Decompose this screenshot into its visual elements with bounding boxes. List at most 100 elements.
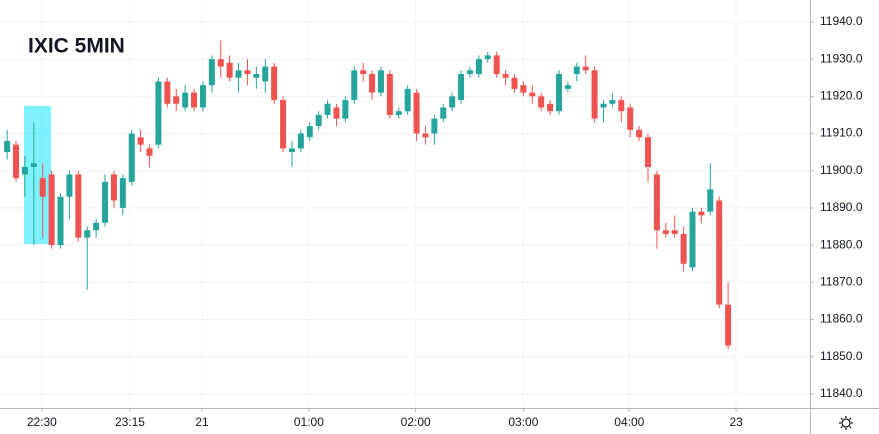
candle-body [280, 100, 287, 149]
candle-body [671, 230, 678, 234]
candle-body [653, 174, 660, 231]
y-tick-label: 11910.0 [820, 126, 863, 140]
y-tick-label: 11940.0 [820, 14, 863, 28]
y-tick-label: 11870.0 [820, 274, 863, 288]
candle-body [288, 148, 295, 153]
candle-body [529, 92, 536, 97]
candle-body [716, 200, 723, 305]
candle-body [707, 189, 714, 212]
candle-body [13, 144, 20, 179]
y-tick-label: 11900.0 [820, 163, 863, 177]
x-tick-label: 22:30 [27, 415, 57, 429]
settings-icon[interactable] [839, 416, 853, 430]
candle-body [235, 70, 242, 78]
candle-body [600, 103, 607, 108]
candle-body [662, 230, 669, 234]
candle-body [520, 85, 527, 93]
candle-body [57, 196, 64, 246]
x-tick-label: 23:15 [115, 415, 145, 429]
candle-body [538, 96, 545, 108]
highlight-box [24, 106, 51, 244]
candle-body [4, 140, 11, 153]
candle-body [182, 92, 189, 108]
candle-body [591, 70, 598, 119]
candle-body [351, 70, 358, 101]
settings-ring [841, 418, 851, 428]
grid [0, 0, 810, 408]
candle-body [413, 92, 420, 134]
candle-body [155, 81, 162, 145]
candle-body [645, 137, 651, 167]
candle-body [431, 118, 438, 134]
candle-body [547, 103, 554, 112]
candle-body [93, 222, 100, 231]
candle-body [689, 211, 696, 268]
candle-body [208, 59, 215, 86]
candle-body [271, 66, 278, 101]
candles [4, 40, 732, 350]
candle-body [48, 174, 55, 246]
candle-body [262, 66, 269, 82]
candle-body [66, 174, 73, 197]
candle-body [39, 178, 46, 197]
candle-body [377, 70, 384, 93]
candle-body [564, 85, 571, 89]
candle-body [128, 133, 135, 182]
candle-body [636, 129, 643, 138]
candle-body [511, 77, 518, 89]
candle-body [609, 100, 616, 104]
candle-body [191, 92, 198, 108]
candle-body [440, 107, 447, 119]
y-tick-label: 11890.0 [820, 200, 863, 214]
candle-body [573, 66, 580, 75]
candle-body [217, 59, 224, 67]
x-tick-label: 02:00 [401, 415, 431, 429]
candle-body [386, 74, 393, 115]
candle-body [698, 211, 705, 216]
candle-body [75, 174, 82, 238]
y-tick-label: 11840.0 [820, 386, 863, 400]
candle-body [502, 74, 509, 78]
candle-body [422, 133, 429, 138]
x-tick-label: 21 [195, 415, 209, 429]
candle-body [725, 304, 732, 346]
y-tick-label: 11860.0 [820, 312, 863, 326]
x-tick-label: 04:00 [614, 415, 644, 429]
candle-body [137, 137, 144, 145]
candle-body [297, 133, 304, 149]
candle-body [404, 88, 411, 112]
candle-body [253, 74, 260, 78]
candle-body [484, 55, 491, 60]
candle-body [173, 96, 180, 104]
candle-body [146, 148, 153, 156]
candle-body [618, 100, 625, 112]
y-tick-label: 11930.0 [820, 51, 863, 65]
candle-body [369, 74, 376, 93]
candle-body [627, 107, 634, 130]
x-tick-label: 23 [729, 415, 743, 429]
candle-body [30, 163, 37, 167]
candle-body [333, 107, 340, 119]
candle-body [475, 59, 482, 75]
candle-body [84, 230, 91, 238]
candle-body [582, 66, 589, 71]
y-tick-label: 11920.0 [820, 89, 863, 103]
candle-body [21, 166, 28, 175]
candle-body [324, 103, 331, 115]
candle-body [395, 111, 402, 115]
y-tick-label: 11880.0 [820, 237, 863, 251]
candle-body [315, 114, 322, 127]
candle-body [342, 100, 349, 119]
candle-body [449, 96, 456, 108]
chart-title: IXIC 5MIN [28, 35, 125, 58]
candle-body [493, 55, 500, 75]
candle-body [164, 81, 171, 104]
x-tick-label: 03:00 [508, 415, 538, 429]
candle-body [360, 70, 367, 75]
y-tick-label: 11850.0 [820, 349, 863, 363]
candle-body [119, 178, 126, 208]
candle-body [226, 62, 233, 78]
candle-body [110, 174, 117, 201]
candle-body [306, 126, 313, 138]
candle-body [199, 85, 206, 108]
